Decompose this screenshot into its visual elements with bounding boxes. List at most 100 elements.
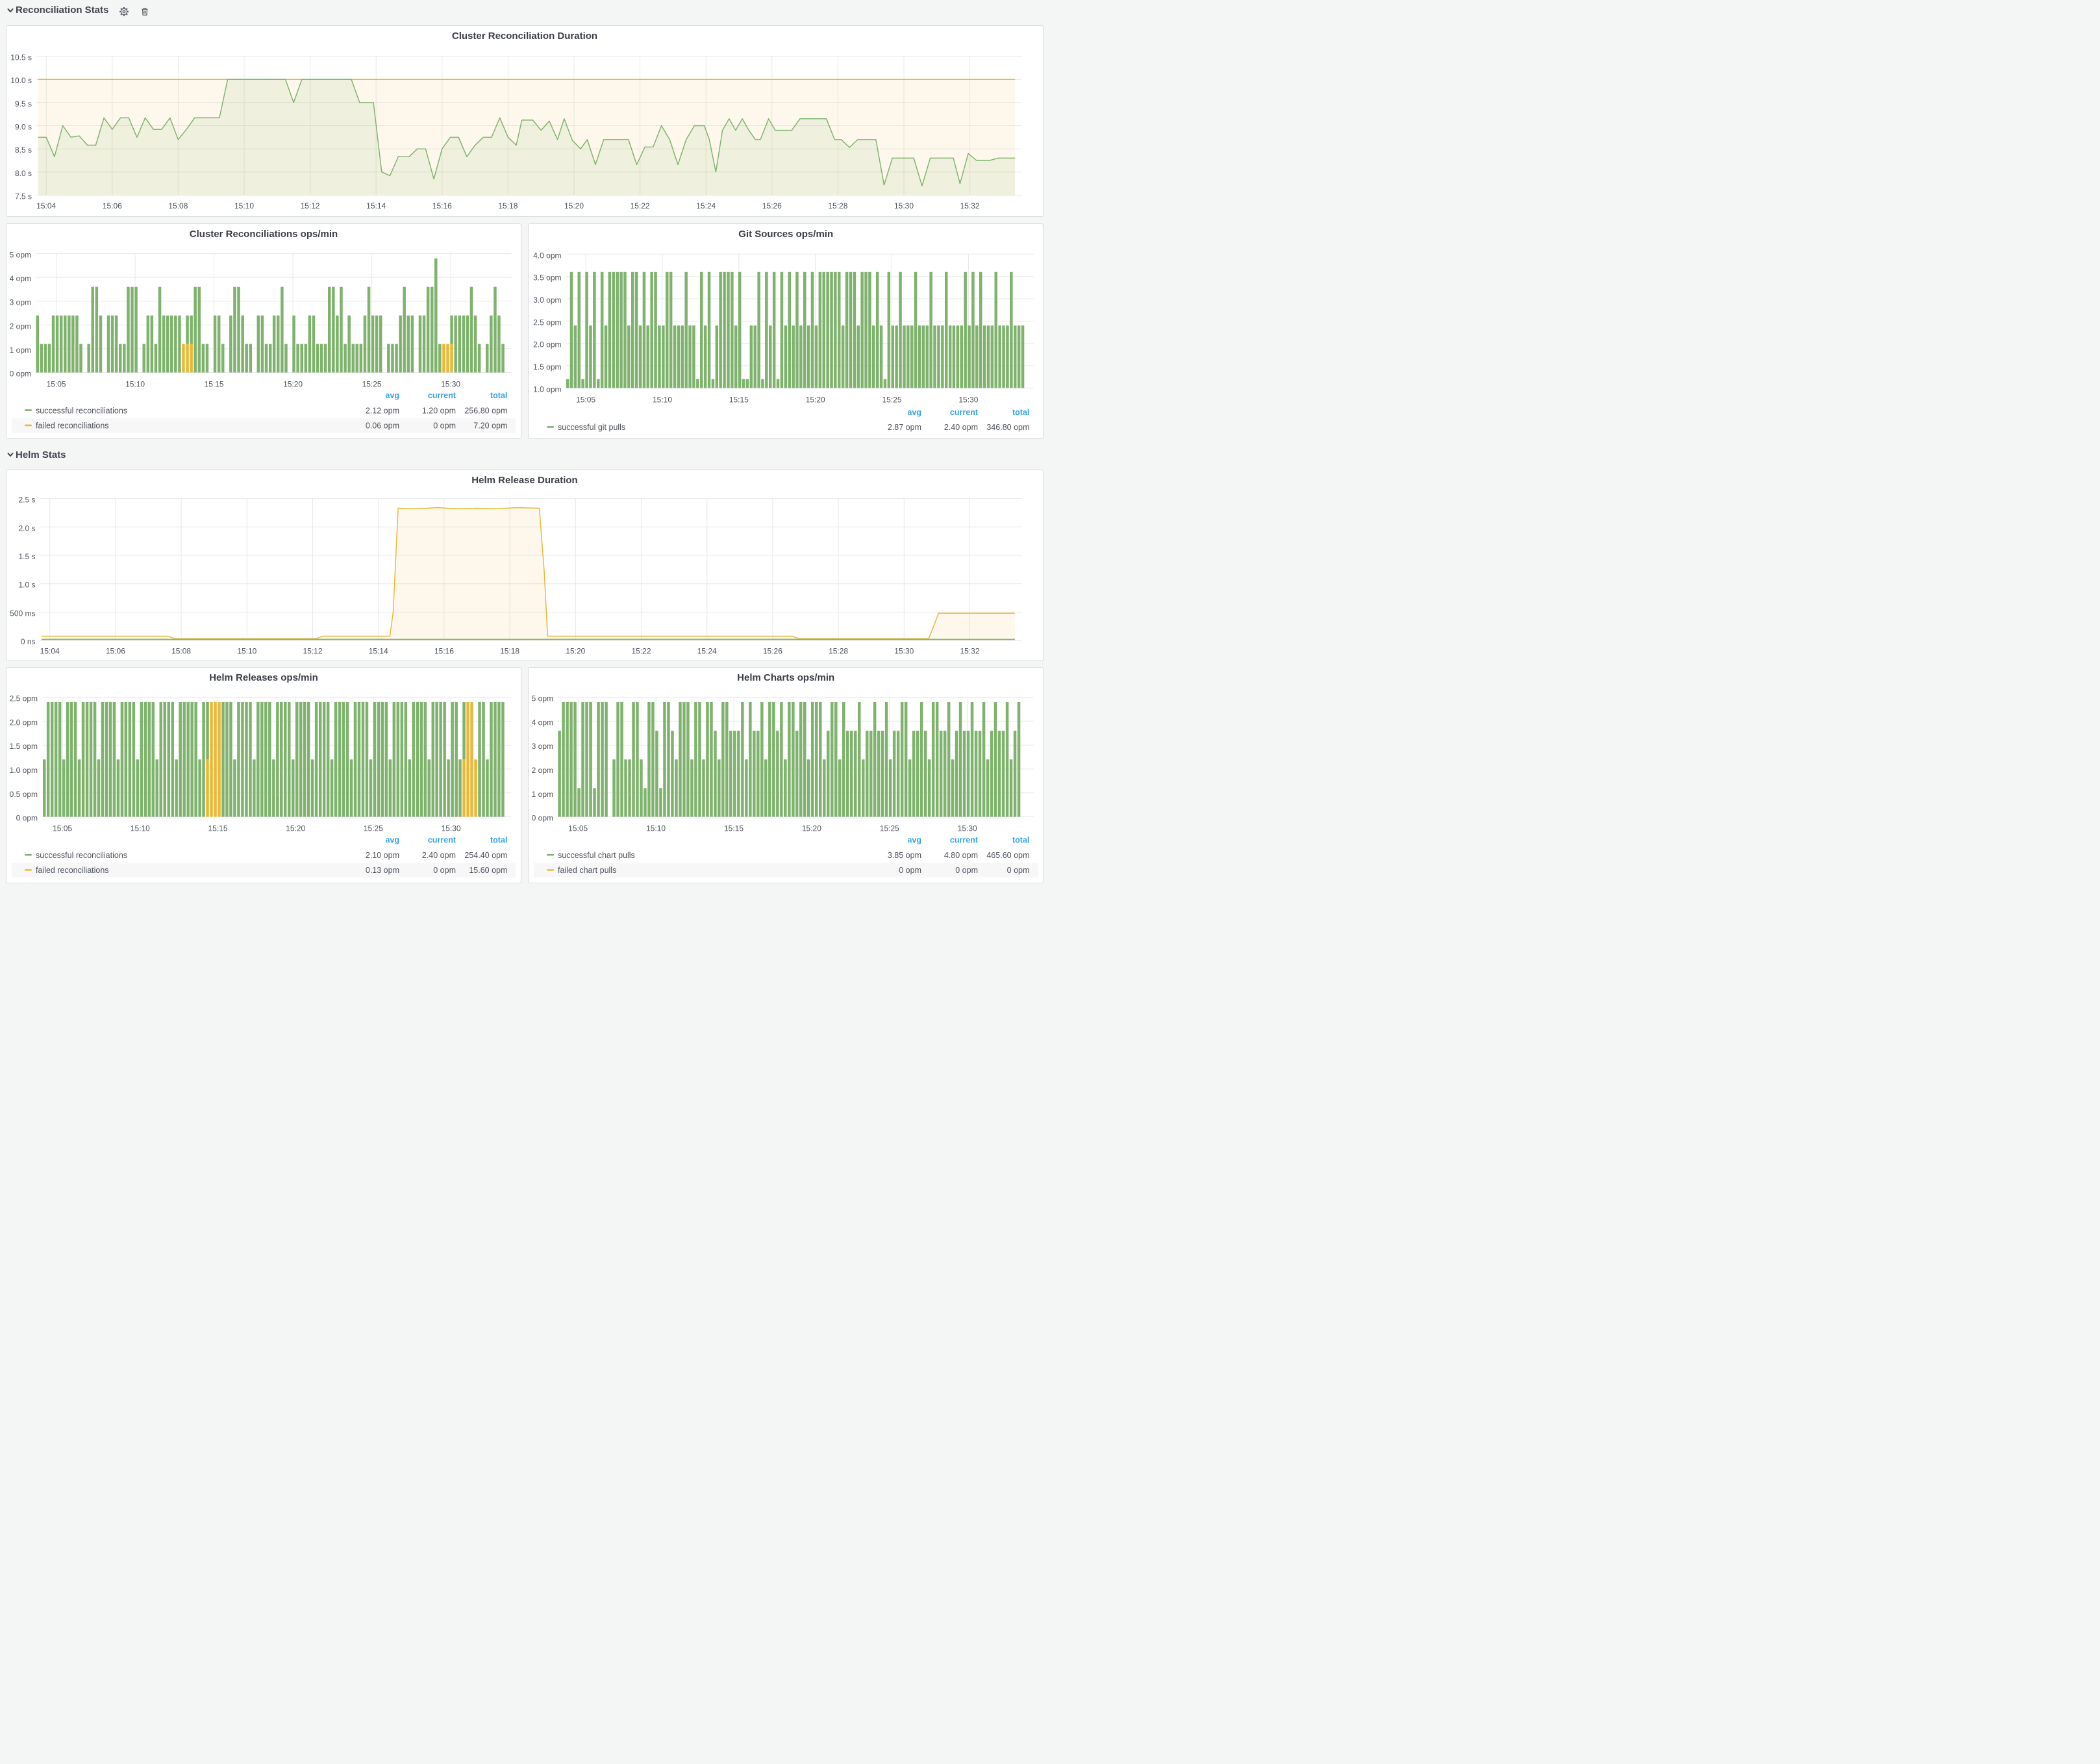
svg-text:2 opm: 2 opm <box>10 321 31 331</box>
svg-text:15:05: 15:05 <box>53 824 72 833</box>
svg-text:15:12: 15:12 <box>303 647 322 656</box>
svg-text:2.87 opm: 2.87 opm <box>887 423 921 432</box>
svg-text:current: current <box>949 836 978 845</box>
svg-text:1.0 opm: 1.0 opm <box>533 384 561 394</box>
svg-text:15:32: 15:32 <box>960 201 980 210</box>
svg-text:15:25: 15:25 <box>882 395 901 404</box>
svg-text:15:18: 15:18 <box>500 647 519 656</box>
svg-text:failed chart pulls: failed chart pulls <box>558 866 616 876</box>
svg-text:15:20: 15:20 <box>566 647 585 656</box>
svg-text:avg: avg <box>907 407 921 416</box>
svg-text:2.0 s: 2.0 s <box>18 524 35 533</box>
svg-text:2.0 opm: 2.0 opm <box>10 718 38 727</box>
svg-text:15:14: 15:14 <box>369 647 388 656</box>
svg-text:15.60 opm: 15.60 opm <box>469 866 507 876</box>
svg-text:15:06: 15:06 <box>103 201 122 210</box>
svg-text:15:18: 15:18 <box>498 201 518 210</box>
svg-text:15:15: 15:15 <box>205 379 224 388</box>
svg-text:15:25: 15:25 <box>362 379 382 388</box>
svg-text:15:15: 15:15 <box>723 824 743 833</box>
svg-text:4 opm: 4 opm <box>10 274 31 283</box>
svg-text:15:32: 15:32 <box>960 647 979 656</box>
svg-text:0 opm: 0 opm <box>10 369 31 378</box>
svg-text:1.20 opm: 1.20 opm <box>422 406 456 415</box>
svg-text:avg: avg <box>385 391 399 400</box>
svg-text:successful chart pulls: successful chart pulls <box>558 851 635 860</box>
svg-text:1 opm: 1 opm <box>10 345 31 354</box>
svg-text:Git Sources ops/min: Git Sources ops/min <box>738 229 833 240</box>
svg-text:0 opm: 0 opm <box>433 866 456 876</box>
svg-text:15:26: 15:26 <box>762 201 782 210</box>
svg-text:0 opm: 0 opm <box>16 814 38 823</box>
svg-text:465.60 opm: 465.60 opm <box>986 851 1029 860</box>
svg-text:avg: avg <box>907 836 921 845</box>
svg-text:3 opm: 3 opm <box>531 742 553 751</box>
svg-text:15:15: 15:15 <box>729 395 748 404</box>
svg-text:15:20: 15:20 <box>283 379 303 388</box>
svg-text:total: total <box>1012 836 1029 845</box>
svg-text:15:20: 15:20 <box>286 824 305 833</box>
svg-text:2.40 opm: 2.40 opm <box>422 851 456 860</box>
svg-text:2.0 opm: 2.0 opm <box>533 340 561 349</box>
svg-text:254.40 opm: 254.40 opm <box>464 851 507 860</box>
svg-text:3.5 opm: 3.5 opm <box>533 273 561 282</box>
svg-text:8.5 s: 8.5 s <box>15 145 32 155</box>
svg-text:successful reconciliations: successful reconciliations <box>36 851 127 860</box>
svg-text:15:08: 15:08 <box>168 201 188 210</box>
svg-text:2.5 opm: 2.5 opm <box>533 318 561 327</box>
svg-text:1.0 s: 1.0 s <box>18 581 35 590</box>
svg-text:15:22: 15:22 <box>631 647 651 656</box>
svg-text:0.06 opm: 0.06 opm <box>366 421 399 430</box>
svg-text:15:04: 15:04 <box>36 201 56 210</box>
svg-text:15:10: 15:10 <box>237 647 256 656</box>
svg-text:current: current <box>428 836 456 845</box>
svg-text:15:30: 15:30 <box>957 824 977 833</box>
svg-text:failed reconciliations: failed reconciliations <box>36 421 109 430</box>
svg-text:15:10: 15:10 <box>646 824 666 833</box>
svg-text:15:16: 15:16 <box>432 201 452 210</box>
svg-text:1.5 s: 1.5 s <box>18 552 35 561</box>
svg-text:0 opm: 0 opm <box>433 421 456 430</box>
svg-text:4 opm: 4 opm <box>531 718 553 727</box>
svg-text:15:08: 15:08 <box>171 647 191 656</box>
svg-text:7.20 opm: 7.20 opm <box>473 421 507 430</box>
svg-text:15:05: 15:05 <box>576 395 595 404</box>
svg-text:15:22: 15:22 <box>631 201 650 210</box>
svg-text:15:24: 15:24 <box>696 201 716 210</box>
svg-text:3 opm: 3 opm <box>10 297 31 307</box>
svg-text:9.5 s: 9.5 s <box>15 99 32 108</box>
svg-text:10.5 s: 10.5 s <box>10 53 32 62</box>
svg-text:total: total <box>490 391 507 400</box>
svg-text:15:16: 15:16 <box>434 647 454 656</box>
svg-text:15:25: 15:25 <box>879 824 899 833</box>
svg-text:15:30: 15:30 <box>441 379 460 388</box>
svg-text:Helm Release Duration: Helm Release Duration <box>471 475 577 486</box>
svg-text:7.5 s: 7.5 s <box>15 192 32 201</box>
svg-text:15:10: 15:10 <box>652 395 671 404</box>
svg-text:500 ms: 500 ms <box>10 609 35 618</box>
svg-text:0.13 opm: 0.13 opm <box>366 866 399 876</box>
svg-text:15:10: 15:10 <box>125 379 145 388</box>
svg-text:4.80 opm: 4.80 opm <box>944 851 977 860</box>
svg-text:15:10: 15:10 <box>131 824 150 833</box>
svg-text:15:28: 15:28 <box>828 201 847 210</box>
svg-text:9.0 s: 9.0 s <box>15 123 32 132</box>
svg-text:total: total <box>490 836 507 845</box>
svg-text:1.5 opm: 1.5 opm <box>533 362 561 372</box>
svg-text:4.0 opm: 4.0 opm <box>533 251 561 260</box>
svg-text:15:25: 15:25 <box>364 824 383 833</box>
svg-text:1.5 opm: 1.5 opm <box>10 742 38 751</box>
svg-text:Cluster Reconciliation Duratio: Cluster Reconciliation Duration <box>452 31 597 42</box>
svg-text:256.80 opm: 256.80 opm <box>464 406 507 415</box>
svg-text:15:10: 15:10 <box>234 201 254 210</box>
svg-text:0 opm: 0 opm <box>955 866 978 876</box>
svg-text:0.5 opm: 0.5 opm <box>10 790 38 799</box>
svg-text:failed reconciliations: failed reconciliations <box>36 866 109 876</box>
svg-text:1.0 opm: 1.0 opm <box>10 766 38 775</box>
svg-text:0 opm: 0 opm <box>1006 866 1029 876</box>
svg-text:10.0 s: 10.0 s <box>10 76 32 85</box>
svg-text:15:20: 15:20 <box>564 201 584 210</box>
svg-text:2.10 opm: 2.10 opm <box>366 851 399 860</box>
svg-text:5 opm: 5 opm <box>531 694 553 703</box>
svg-text:2.5 s: 2.5 s <box>18 496 35 505</box>
